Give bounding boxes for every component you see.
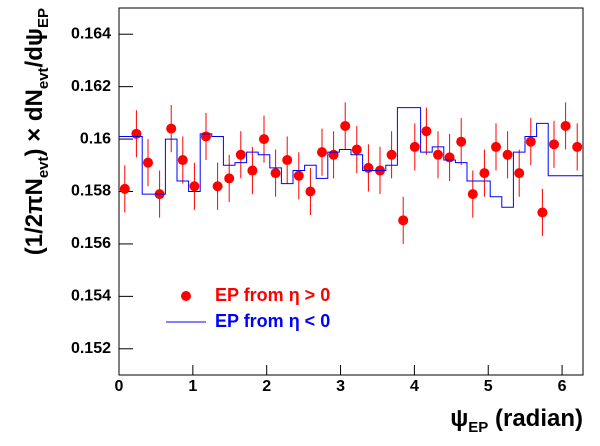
y-tick-label: 0.158 bbox=[71, 183, 111, 200]
point bbox=[456, 136, 467, 147]
y-tick-label: 0.154 bbox=[71, 288, 111, 305]
point bbox=[363, 162, 374, 173]
x-tick-label: 3 bbox=[336, 378, 345, 395]
x-tick-label: 6 bbox=[558, 378, 567, 395]
point bbox=[282, 155, 293, 166]
x-axis-title-part: EP bbox=[468, 419, 488, 436]
y-axis-title-part: evt bbox=[35, 67, 52, 89]
legend-label: EP from η < 0 bbox=[215, 311, 330, 331]
point bbox=[444, 152, 455, 163]
point bbox=[537, 207, 548, 218]
point bbox=[572, 141, 583, 152]
point bbox=[409, 141, 420, 152]
y-tick-label: 0.156 bbox=[71, 235, 111, 252]
point bbox=[398, 215, 409, 226]
point bbox=[525, 136, 536, 147]
point bbox=[317, 147, 327, 158]
x-axis-title: ψEP (radian) bbox=[450, 405, 583, 436]
point bbox=[479, 168, 490, 179]
x-axis-title-part: ψ bbox=[450, 405, 468, 432]
point bbox=[305, 186, 316, 197]
point bbox=[189, 181, 200, 192]
point bbox=[340, 120, 351, 131]
point bbox=[259, 134, 269, 145]
legend-marker bbox=[181, 291, 191, 301]
point bbox=[201, 131, 211, 142]
y-axis-title-part: ) × dN bbox=[21, 89, 48, 156]
y-axis-title-part: EP bbox=[35, 8, 52, 28]
point bbox=[247, 165, 258, 176]
point bbox=[235, 149, 246, 160]
point bbox=[212, 181, 223, 192]
legend-label: EP from η > 0 bbox=[215, 285, 330, 305]
point bbox=[433, 149, 443, 160]
point bbox=[386, 149, 397, 160]
point bbox=[467, 189, 478, 200]
y-axis-title-part: /dψ bbox=[21, 28, 48, 67]
x-tick-label: 2 bbox=[262, 378, 271, 395]
point bbox=[143, 157, 153, 168]
point bbox=[293, 170, 304, 181]
point bbox=[224, 173, 235, 184]
step-line bbox=[119, 107, 583, 208]
x-tick-label: 5 bbox=[484, 378, 493, 395]
y-axis-title-part: (1/2πN bbox=[21, 178, 48, 255]
point bbox=[177, 155, 188, 166]
x-tick-label: 0 bbox=[115, 378, 124, 395]
point bbox=[502, 149, 513, 160]
point bbox=[514, 168, 525, 179]
point bbox=[119, 183, 130, 194]
point bbox=[131, 128, 142, 139]
point bbox=[421, 126, 432, 137]
point bbox=[549, 139, 559, 150]
y-tick-label: 0.162 bbox=[71, 78, 111, 95]
x-axis-title-part: (radian) bbox=[488, 405, 583, 432]
y-tick-label: 0.152 bbox=[71, 340, 111, 357]
point bbox=[328, 149, 339, 160]
point bbox=[270, 168, 281, 179]
point bbox=[166, 123, 177, 134]
point bbox=[560, 120, 571, 131]
y-tick-label: 0.164 bbox=[71, 25, 111, 42]
y-axis-title: (1/2πNevt) × dNevt/dψEP bbox=[21, 8, 52, 255]
point bbox=[491, 141, 501, 152]
point bbox=[351, 144, 362, 155]
y-tick-label: 0.16 bbox=[80, 130, 111, 147]
x-tick-label: 4 bbox=[410, 378, 419, 395]
y-axis-title-part: evt bbox=[35, 156, 52, 178]
x-tick-label: 1 bbox=[188, 378, 197, 395]
